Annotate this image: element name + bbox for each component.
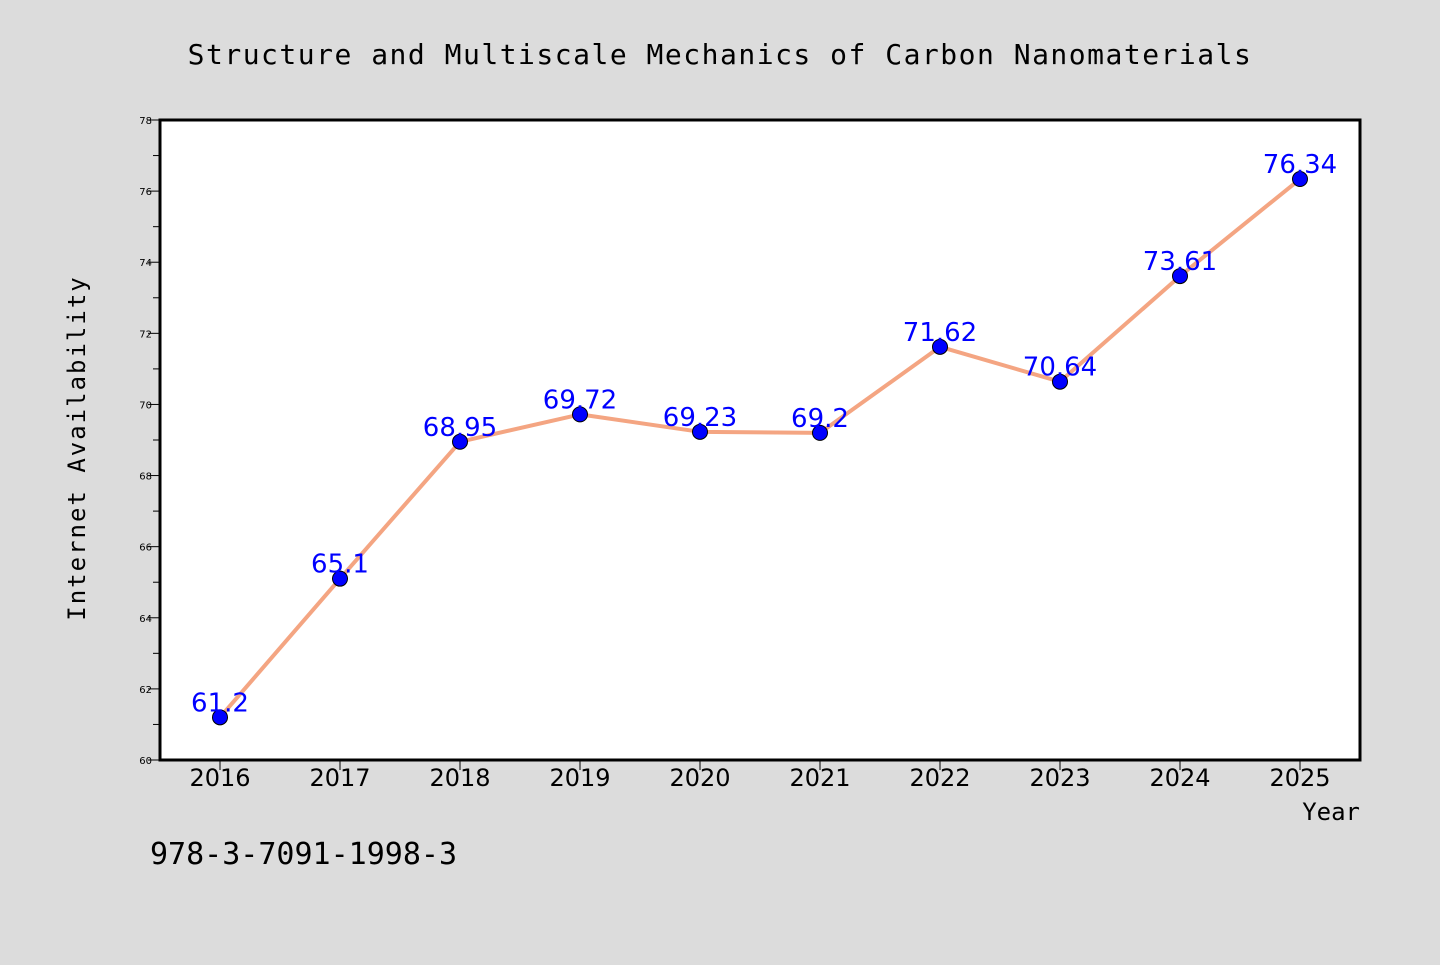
- data-label: 69.72: [543, 385, 617, 415]
- y-axis-ticks: 60 62 64 66 68 70 72 74 76 78: [139, 116, 160, 767]
- x-tick-label: 2017: [309, 764, 370, 792]
- x-tick-label: 2018: [429, 764, 490, 792]
- x-tick-label: 2020: [669, 764, 730, 792]
- data-point: [1292, 171, 1308, 188]
- data-label: 61.2: [191, 688, 249, 718]
- data-label: 69.2: [791, 404, 849, 434]
- x-tick-label: 2019: [549, 764, 610, 792]
- y-tick-label: 62: [139, 685, 152, 696]
- x-tick-label: 2016: [189, 764, 250, 792]
- data-point: [332, 570, 348, 587]
- data-point: [572, 406, 588, 423]
- x-tick-label: 2024: [1149, 764, 1210, 792]
- data-point: [212, 709, 228, 726]
- data-label: 70.64: [1023, 353, 1097, 383]
- isbn-text: 978-3-7091-1998-3: [150, 837, 457, 872]
- y-tick-label: 76: [139, 187, 152, 198]
- data-label: 76.34: [1263, 150, 1337, 180]
- data-label: 65.1: [311, 550, 369, 580]
- x-axis-ticks: 2016 2017 2018 2019 2020 2021 2022 2023 2024 2025: [189, 760, 1331, 792]
- series-line: [218, 177, 1302, 720]
- data-label: 68.95: [423, 413, 497, 443]
- data-point: [1172, 268, 1188, 285]
- data-point: [452, 433, 468, 450]
- x-tick-label: 2021: [789, 764, 850, 792]
- data-point: [1052, 373, 1068, 390]
- x-tick-label: 2023: [1029, 764, 1090, 792]
- x-axis-label: Year: [1302, 798, 1360, 826]
- data-label: 69.23: [663, 403, 737, 433]
- y-tick-label: 78: [139, 116, 152, 127]
- y-tick-label: 60: [139, 756, 152, 767]
- y-tick-label: 66: [139, 543, 152, 554]
- y-tick-label: 74: [139, 258, 152, 269]
- y-tick-label: 64: [139, 614, 152, 625]
- chart-title: Structure and Multiscale Mechanics of Ca…: [188, 38, 1253, 71]
- plot-area: [158, 118, 1362, 762]
- y-axis-label: Internet Availability: [63, 275, 91, 620]
- data-label: 71.62: [903, 318, 977, 348]
- data-point: [932, 338, 948, 355]
- y-tick-label: 70: [139, 400, 152, 411]
- data-label: 73.61: [1143, 247, 1217, 277]
- data-point: [812, 424, 828, 441]
- series-group: 61.2 65.1 68.95 69.72 69.23 69.2 71.62 70.64 73.…: [191, 150, 1337, 726]
- y-tick-label: 72: [139, 329, 152, 340]
- x-tick-label: 2022: [909, 764, 970, 792]
- x-tick-label: 2025: [1269, 764, 1330, 792]
- y-tick-label: 68: [139, 472, 152, 483]
- data-point: [692, 423, 708, 440]
